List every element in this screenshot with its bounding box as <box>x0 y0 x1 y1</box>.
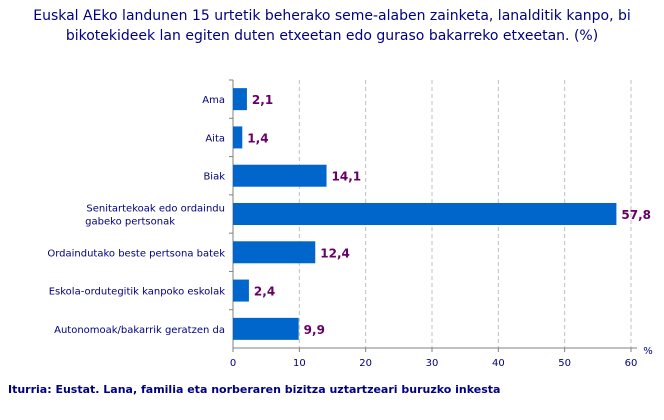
category-label: Senitartekoak edo ordaindu gabeko pertson… <box>85 204 225 228</box>
bar <box>233 164 327 187</box>
data-label: 2,1 <box>252 93 273 107</box>
category-label: Autonomoak/bakarrik geratzen da <box>54 325 225 336</box>
data-label: 9,9 <box>304 323 325 337</box>
bar <box>233 317 299 340</box>
data-label: 14,1 <box>332 170 362 184</box>
data-label: 1,4 <box>247 131 268 145</box>
data-label: 2,4 <box>254 285 275 299</box>
x-tick-label: 20 <box>359 358 372 369</box>
x-tick-label: 50 <box>558 358 571 369</box>
x-tick-label: 60 <box>625 358 638 369</box>
category-label: Biak <box>203 172 225 183</box>
bar <box>233 203 617 225</box>
data-label: 57,8 <box>621 208 651 222</box>
x-axis-label: % <box>643 346 653 357</box>
source-note: Iturria: Eustat. Lana, familia eta norbe… <box>8 383 501 396</box>
chart-title: Euskal AEko landunen 15 urtetik beherako… <box>33 8 631 44</box>
category-label: Ama <box>202 95 225 106</box>
data-label: 12,4 <box>320 246 350 260</box>
bar <box>233 279 249 302</box>
x-tick-label: 30 <box>426 358 439 369</box>
x-tick-label: 10 <box>293 358 306 369</box>
x-tick-label: 0 <box>230 358 236 369</box>
bar <box>233 88 247 111</box>
bar <box>233 126 243 149</box>
category-label: Aita <box>205 133 225 144</box>
bar <box>233 241 316 264</box>
category-label: Eskola-ordutegitik kanpoko eskolak <box>49 287 225 298</box>
x-tick-label: 40 <box>492 358 505 369</box>
category-label: Ordaindutako beste pertsona batek <box>47 248 225 259</box>
